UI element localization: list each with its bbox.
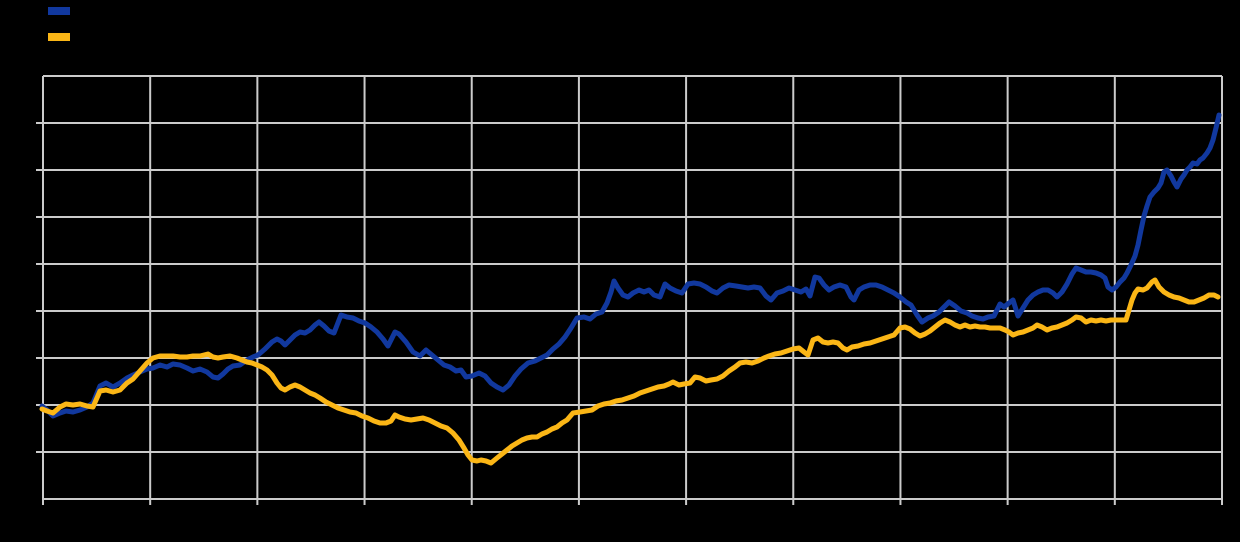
series-yellow-line <box>39 277 1221 466</box>
legend-item-series-yellow <box>48 33 78 41</box>
series-blue-line <box>39 112 1222 419</box>
legend-swatch-blue <box>48 7 70 15</box>
legend-swatch-yellow <box>48 33 70 41</box>
legend-item-series-blue <box>48 7 78 15</box>
